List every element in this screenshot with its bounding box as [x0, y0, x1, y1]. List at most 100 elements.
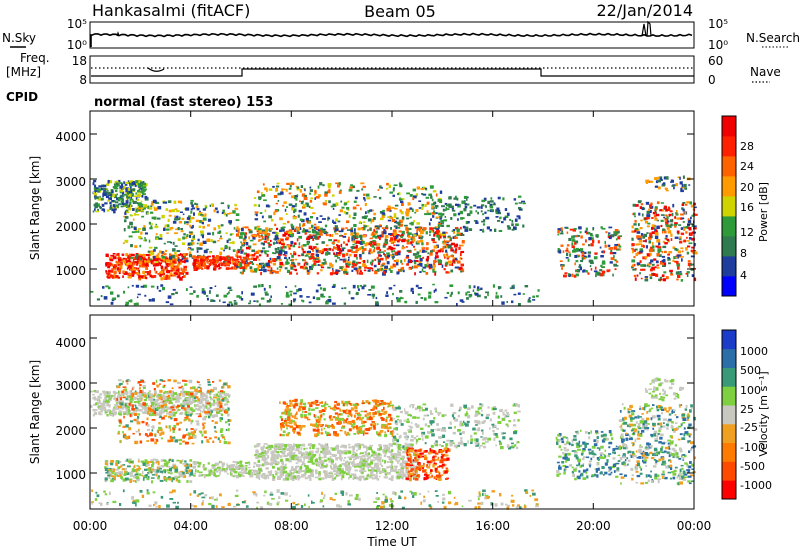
scatter-cell — [474, 292, 479, 296]
scatter-cell — [329, 234, 331, 237]
scatter-cell — [147, 472, 149, 474]
scatter-cell — [681, 207, 684, 210]
scatter-cell — [233, 227, 236, 230]
scatter-cell — [386, 182, 389, 186]
scatter-cell — [301, 247, 304, 250]
scatter-cell — [170, 402, 173, 405]
scatter-cell — [174, 396, 178, 400]
scatter-cell — [105, 253, 109, 257]
scatter-cell — [574, 262, 576, 266]
scatter-cell — [682, 175, 685, 179]
scatter-cell — [369, 251, 373, 254]
scatter-cell — [410, 289, 413, 292]
scatter-cell — [211, 464, 216, 467]
scatter-cell — [611, 234, 615, 238]
scatter-cell — [208, 472, 211, 477]
scatter-cell — [369, 241, 371, 244]
scatter-cell — [114, 392, 118, 395]
scatter-cell — [237, 263, 240, 267]
scatter-cell — [253, 462, 257, 465]
scatter-cell — [276, 227, 279, 230]
scatter-cell — [571, 273, 574, 277]
scatter-cell — [272, 252, 274, 254]
scatter-cell — [258, 303, 261, 307]
scatter-cell — [389, 460, 394, 463]
scatter-cell — [227, 204, 230, 207]
scatter-cell — [141, 470, 144, 474]
scatter-cell — [142, 411, 145, 414]
scatter-cell — [522, 202, 526, 205]
scatter-cell — [437, 223, 442, 226]
scatter-cell — [128, 273, 132, 275]
scatter-cell — [214, 207, 218, 210]
scatter-cell — [138, 179, 142, 183]
scatter-cell — [172, 248, 176, 252]
scatter-cell — [209, 413, 212, 417]
scatter-cell — [302, 259, 306, 262]
scatter-cell — [306, 253, 309, 257]
scatter-cell — [119, 397, 122, 401]
scatter-cell — [614, 268, 617, 271]
cpid-text: normal (fast stereo) 153 — [94, 95, 273, 110]
scatter-cell — [122, 194, 125, 198]
scatter-cell — [377, 268, 380, 272]
scatter-cell — [618, 248, 621, 251]
scatter-cell — [125, 392, 127, 395]
scatter-cell — [394, 207, 398, 210]
scatter-cell — [456, 229, 460, 233]
scatter-cell — [99, 189, 101, 193]
scatter-cell — [446, 257, 450, 260]
scatter-cell — [379, 185, 382, 189]
scatter-cell — [144, 393, 149, 396]
scatter-cell — [331, 242, 335, 244]
scatter-cell — [500, 295, 503, 298]
scatter-cell — [214, 409, 217, 412]
scatter-cell — [373, 264, 377, 268]
scatter-cell — [260, 262, 264, 265]
scatter-cell — [203, 422, 206, 425]
scatter-cell — [252, 237, 256, 240]
scatter-cell — [305, 219, 308, 223]
scatter-cell — [192, 394, 197, 398]
scatter-cell — [298, 288, 302, 292]
scatter-cell — [169, 259, 174, 262]
scatter-cell — [177, 238, 181, 241]
scatter-cell — [144, 271, 147, 273]
scatter-cell — [244, 264, 248, 268]
scatter-cell — [609, 261, 613, 264]
scatter-cell — [467, 203, 470, 206]
scatter-cell — [139, 409, 143, 412]
scatter-cell — [585, 270, 588, 273]
scatter-cell — [238, 473, 242, 477]
scatter-cell — [248, 228, 250, 231]
scatter-cell — [302, 300, 305, 303]
scatter-cell — [129, 184, 131, 187]
scatter-cell — [433, 227, 437, 230]
scatter-cell — [150, 203, 154, 206]
scatter-cell — [504, 215, 509, 218]
scatter-cell — [562, 264, 565, 267]
scatter-cell — [184, 460, 187, 463]
scatter-cell — [128, 427, 132, 431]
scatter-cell — [282, 244, 285, 247]
scatter-cell — [367, 229, 369, 232]
scatter-cell — [613, 233, 617, 237]
scatter-cell — [172, 267, 174, 270]
scatter-cell — [145, 254, 150, 257]
scatter-cell — [128, 412, 132, 415]
scatter-cell — [355, 249, 359, 252]
scatter-cell — [156, 398, 160, 401]
scatter-cell — [134, 228, 138, 232]
scatter-cell — [202, 403, 205, 407]
scatter-cell — [450, 217, 453, 220]
scatter-cell — [150, 250, 155, 253]
scatter-cell — [253, 473, 255, 476]
scatter-cell — [367, 267, 371, 269]
scatter-cell — [469, 210, 473, 214]
scatter-cell — [453, 251, 456, 253]
scatter-cell — [190, 431, 195, 435]
scatter-cell — [155, 261, 159, 264]
scatter-cell — [131, 273, 135, 277]
scatter-cell — [301, 474, 305, 477]
scatter-cell — [438, 261, 441, 265]
